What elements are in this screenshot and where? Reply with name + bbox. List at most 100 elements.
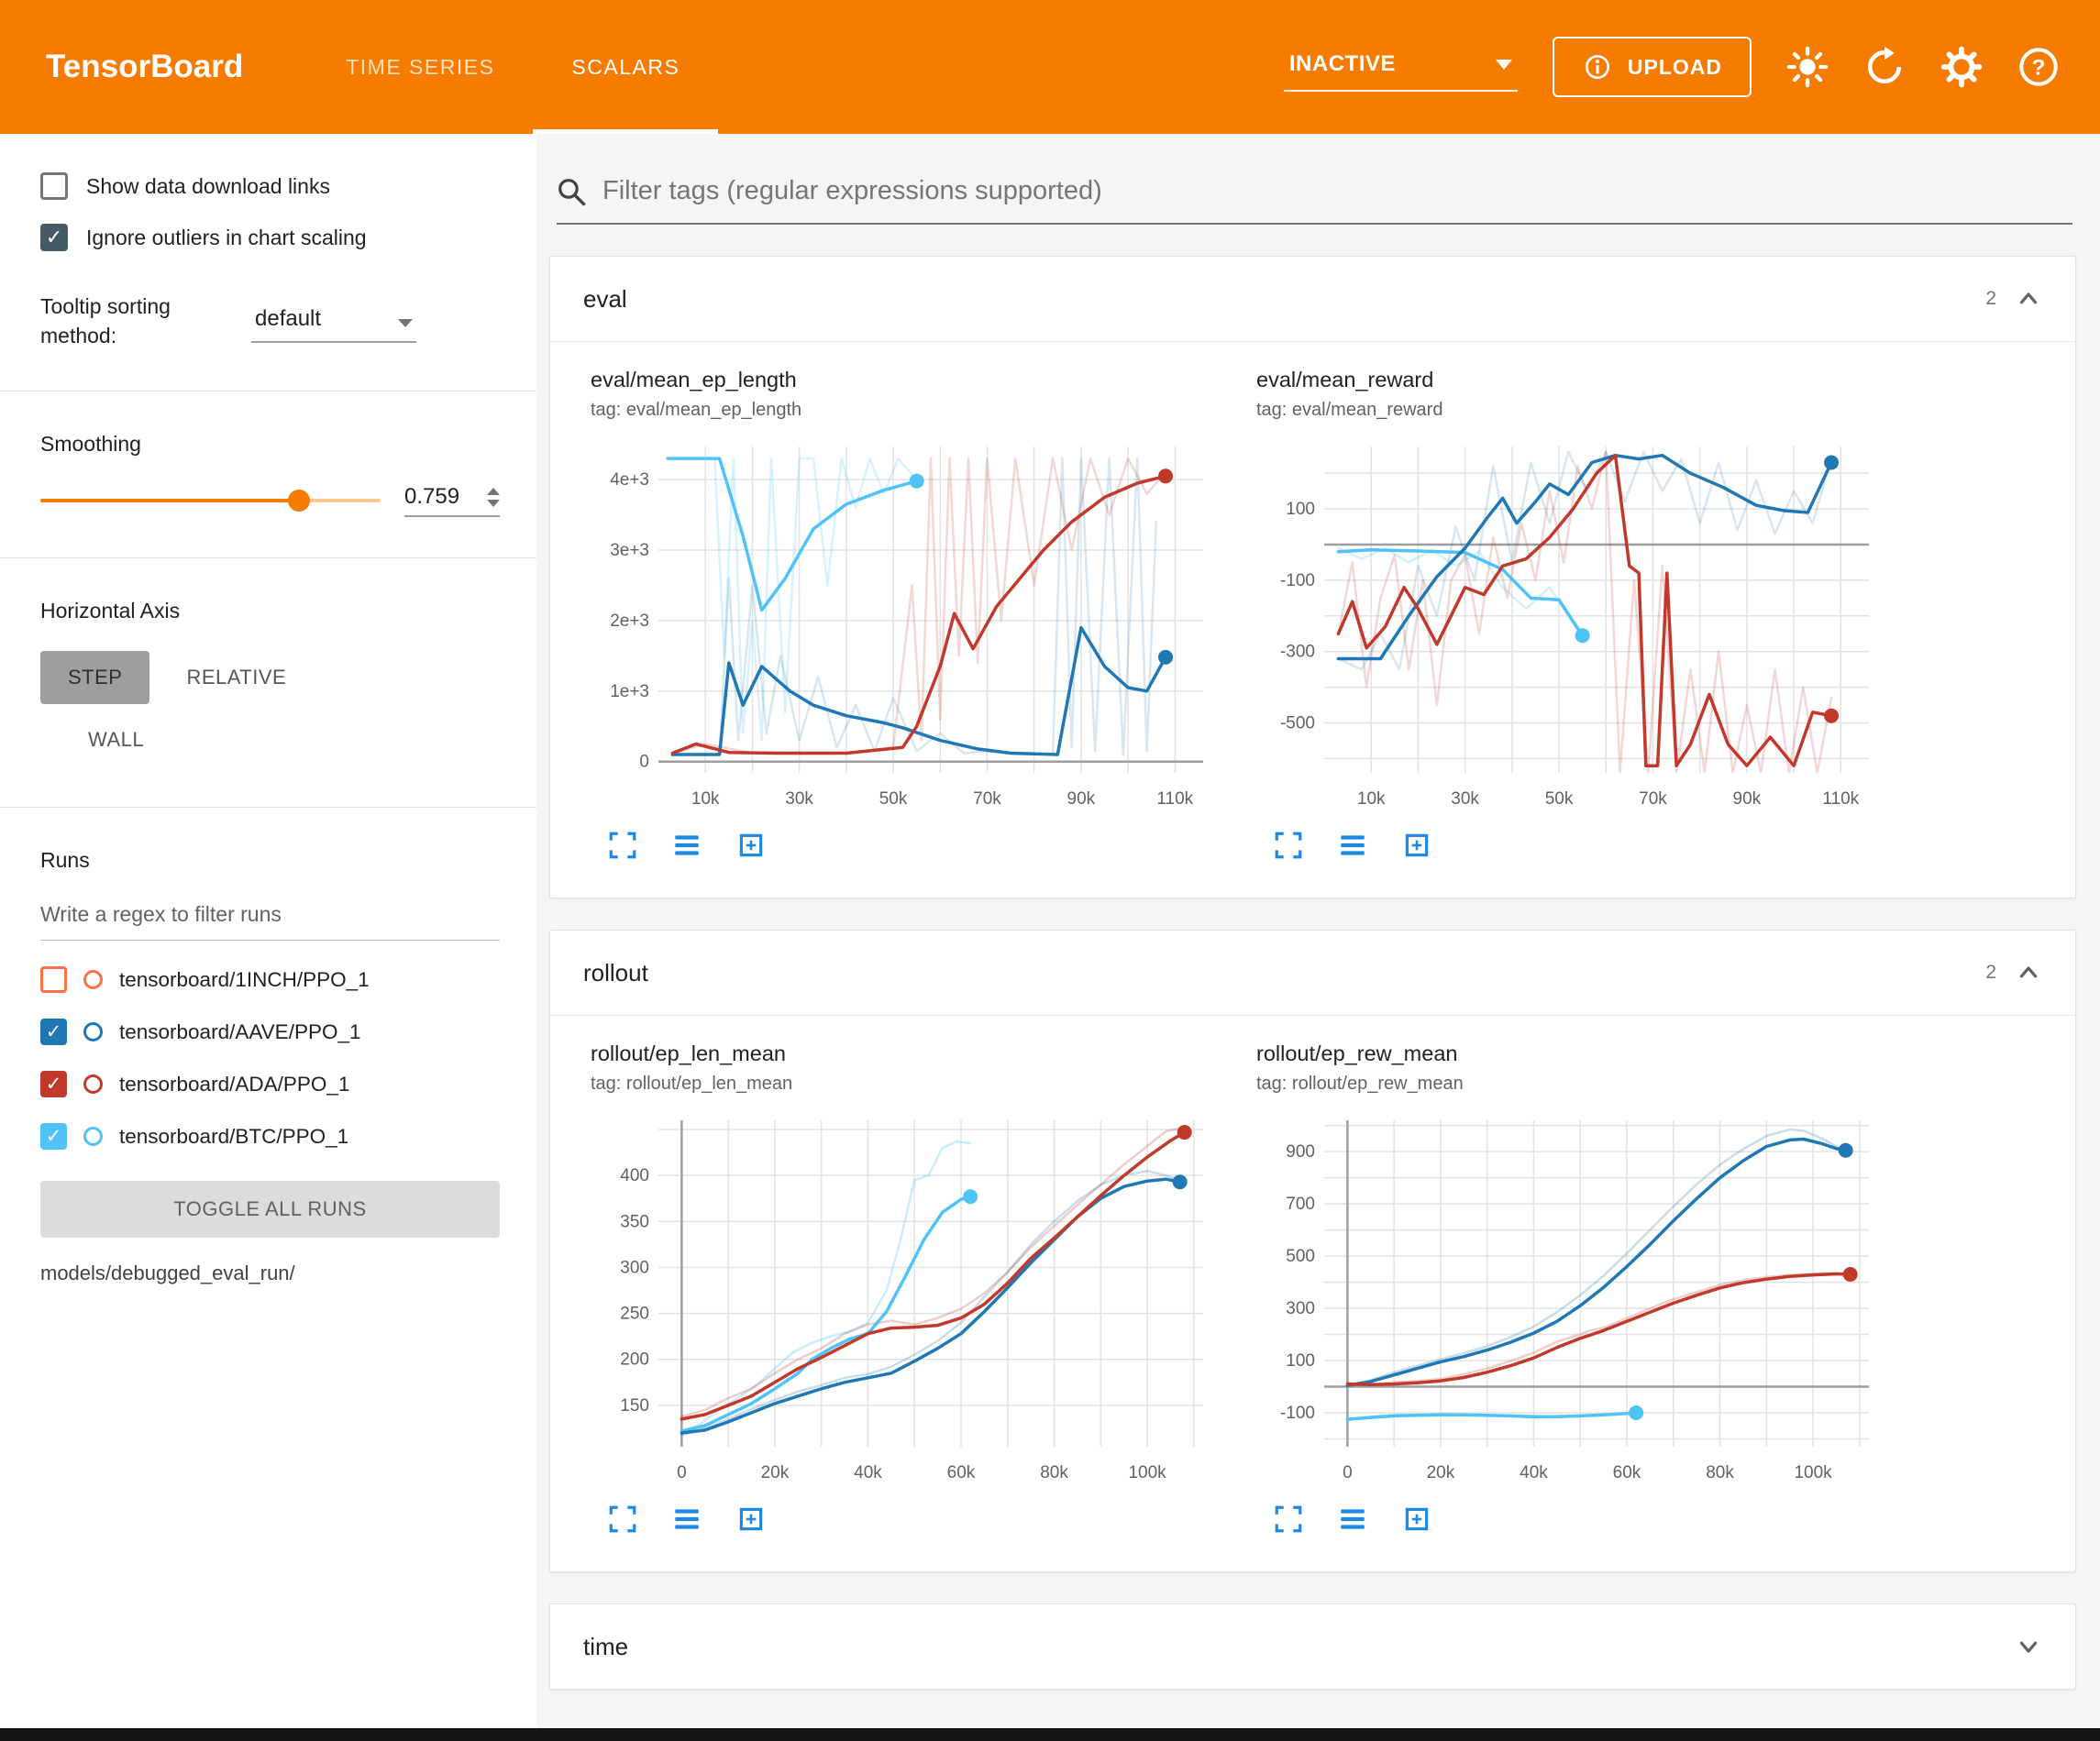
svg-text:70k: 70k (1639, 789, 1667, 809)
svg-text:350: 350 (620, 1212, 649, 1231)
section-card-time: time (549, 1603, 2076, 1690)
smoothing-value-input[interactable]: 0.759 (404, 484, 500, 517)
runs-filter-input[interactable] (40, 897, 500, 941)
section-header-rollout[interactable]: rollout 2 (550, 931, 2075, 1015)
run-row-aave[interactable]: ✓ tensorboard/AAVE/PPO_1 (40, 1019, 500, 1045)
search-icon (557, 177, 586, 206)
ignore-outliers-checkbox[interactable]: ✓ Ignore outliers in chart scaling (40, 224, 500, 251)
sync-status-dropdown[interactable]: INACTIVE (1284, 42, 1518, 92)
section-header-time[interactable]: time (550, 1604, 2075, 1689)
chart-tag: tag: rollout/ep_len_mean (591, 1074, 1232, 1095)
line-chart[interactable]: -100100300500700900020k40k60k80k100k (1256, 1109, 1884, 1494)
line-chart[interactable]: 01e+32e+33e+34e+310k30k50k70k90k110k (591, 435, 1218, 821)
run-checkbox[interactable] (40, 966, 67, 993)
line-chart[interactable]: 100-100-300-50010k30k50k70k90k110k (1256, 435, 1884, 821)
chart-title: rollout/ep_len_mean (591, 1041, 1232, 1066)
svg-text:110k: 110k (1822, 789, 1859, 809)
tab-scalars[interactable]: SCALARS (533, 0, 718, 134)
svg-text:300: 300 (1286, 1299, 1315, 1318)
svg-text:0: 0 (677, 1463, 687, 1482)
tab-time-series[interactable]: TIME SERIES (307, 0, 533, 134)
axis-wall-button[interactable]: WALL (61, 713, 171, 766)
main-tabs: TIME SERIES SCALARS (307, 0, 718, 134)
run-row-1inch[interactable]: tensorboard/1INCH/PPO_1 (40, 966, 500, 993)
expand-chart-icon[interactable] (607, 830, 638, 861)
tooltip-sorting-dropdown[interactable]: default (251, 301, 416, 343)
section-chart-count: 2 (1985, 288, 1996, 310)
expand-chart-icon[interactable] (607, 1504, 638, 1535)
svg-text:60k: 60k (947, 1463, 976, 1482)
brightness-icon[interactable] (1786, 46, 1829, 88)
line-chart[interactable]: 150200250300350400020k40k60k80k100k (591, 1109, 1218, 1494)
svg-text:400: 400 (620, 1166, 649, 1185)
svg-text:-100: -100 (1280, 1404, 1315, 1423)
run-color-ring-icon (83, 1074, 103, 1094)
chart-panel-eval-mean-ep-length: eval/mean_ep_length tag: eval/mean_ep_le… (591, 368, 1232, 861)
chevron-down-icon (1496, 60, 1512, 70)
svg-text:100: 100 (1286, 1351, 1315, 1371)
section-card-eval: eval 2 eval/mean_ep_length tag: eval/mea… (549, 256, 2076, 898)
chevron-down-icon[interactable] (2015, 1633, 2042, 1660)
run-checkbox[interactable]: ✓ (40, 1019, 67, 1045)
runs-selector-icon[interactable] (1337, 1504, 1368, 1535)
svg-text:40k: 40k (1520, 1463, 1548, 1482)
fit-domain-icon[interactable] (1401, 830, 1432, 861)
svg-text:80k: 80k (1040, 1463, 1068, 1482)
svg-text:1e+3: 1e+3 (610, 682, 649, 701)
chart-panel-rollout-ep-len-mean: rollout/ep_len_mean tag: rollout/ep_len_… (591, 1041, 1232, 1535)
svg-text:50k: 50k (1545, 789, 1574, 809)
smoothing-slider-thumb[interactable] (288, 490, 310, 512)
chart-tag: tag: eval/mean_ep_length (591, 400, 1232, 421)
expand-chart-icon[interactable] (1273, 1504, 1304, 1535)
axis-step-button[interactable]: STEP (40, 651, 149, 704)
runs-selector-icon[interactable] (1337, 830, 1368, 861)
svg-text:50k: 50k (879, 789, 908, 809)
smoothing-slider[interactable] (40, 499, 381, 502)
axis-relative-button[interactable]: RELATIVE (159, 651, 314, 704)
upload-button[interactable]: UPLOAD (1553, 37, 1752, 97)
tag-filter[interactable] (557, 176, 2072, 225)
svg-text:30k: 30k (785, 789, 813, 809)
settings-gear-icon[interactable] (1940, 46, 1983, 88)
svg-text:90k: 90k (1733, 789, 1762, 809)
info-icon (1582, 51, 1613, 83)
svg-text:70k: 70k (973, 789, 1001, 809)
chart-title: eval/mean_ep_length (591, 368, 1232, 392)
smoothing-slider-fill (40, 499, 299, 502)
tooltip-sorting-value: default (255, 306, 321, 332)
svg-text:0: 0 (1343, 1463, 1353, 1482)
help-icon[interactable]: ? (2017, 46, 2060, 88)
runs-selector-icon[interactable] (671, 1504, 702, 1535)
run-checkbox[interactable]: ✓ (40, 1071, 67, 1097)
run-checkbox[interactable]: ✓ (40, 1123, 67, 1150)
svg-text:80k: 80k (1706, 1463, 1734, 1482)
svg-text:100: 100 (1286, 500, 1315, 519)
runs-selector-icon[interactable] (671, 830, 702, 861)
stepper-arrows-icon[interactable] (487, 488, 500, 507)
chart-title: rollout/ep_rew_mean (1256, 1041, 1898, 1066)
app-title: TensorBoard (0, 0, 307, 134)
svg-text:30k: 30k (1451, 789, 1479, 809)
expand-chart-icon[interactable] (1273, 830, 1304, 861)
run-color-ring-icon (83, 1022, 103, 1041)
svg-text:2e+3: 2e+3 (610, 612, 649, 631)
page-bottom-strip (0, 1728, 2100, 1741)
svg-text:150: 150 (620, 1396, 649, 1416)
chevron-up-icon[interactable] (2015, 959, 2042, 986)
section-header-eval[interactable]: eval 2 (550, 257, 2075, 341)
run-row-ada[interactable]: ✓ tensorboard/ADA/PPO_1 (40, 1071, 500, 1097)
run-color-ring-icon (83, 970, 103, 989)
show-download-links-checkbox[interactable]: Show data download links (40, 172, 500, 200)
fit-domain-icon[interactable] (735, 830, 767, 861)
svg-text:250: 250 (620, 1305, 649, 1324)
svg-text:0: 0 (639, 753, 649, 772)
toggle-all-runs-button[interactable]: TOGGLE ALL RUNS (40, 1181, 500, 1238)
section-chart-count: 2 (1985, 962, 1996, 984)
chevron-up-icon[interactable] (2015, 285, 2042, 313)
fit-domain-icon[interactable] (735, 1504, 767, 1535)
fit-domain-icon[interactable] (1401, 1504, 1432, 1535)
run-row-btc[interactable]: ✓ tensorboard/BTC/PPO_1 (40, 1123, 500, 1150)
tag-filter-input[interactable] (602, 176, 2072, 206)
refresh-icon[interactable] (1863, 46, 1906, 88)
dashboard-main: eval 2 eval/mean_ep_length tag: eval/mea… (536, 134, 2100, 1728)
